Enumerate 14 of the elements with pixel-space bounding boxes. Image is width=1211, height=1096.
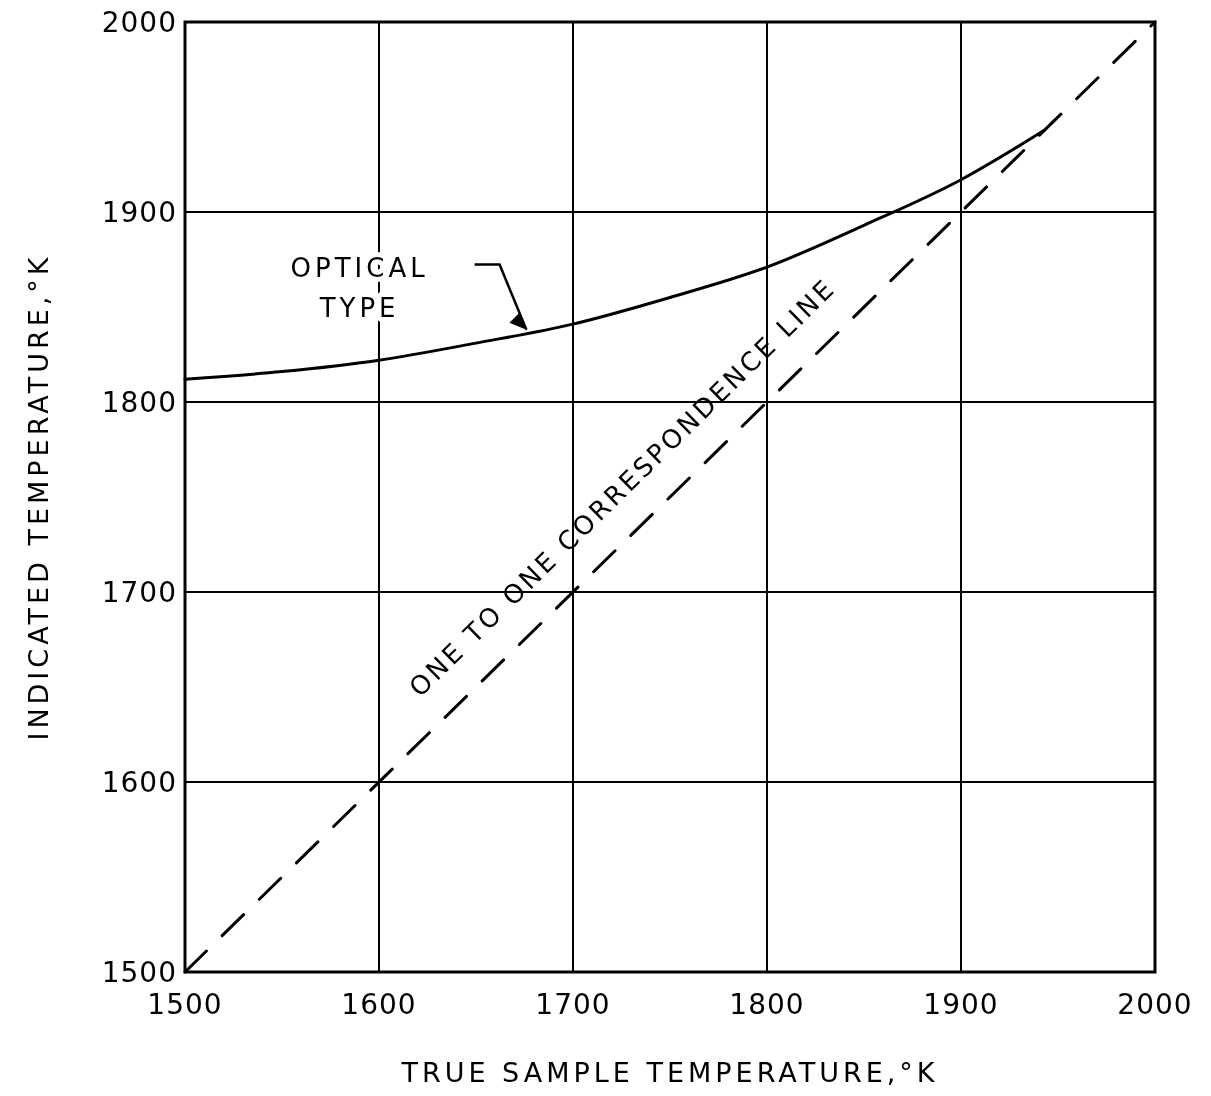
- y-tick-label: 2000: [101, 6, 177, 39]
- x-tick-label: 1900: [923, 988, 999, 1021]
- y-tick-label: 1900: [101, 196, 177, 229]
- y-tick-label: 1500: [101, 956, 177, 989]
- x-tick-label: 1600: [341, 988, 417, 1021]
- x-tick-label: 1500: [147, 988, 223, 1021]
- y-tick-label: 1600: [101, 766, 177, 799]
- y-tick-label: 1800: [101, 386, 177, 419]
- y-tick-label: 1700: [101, 576, 177, 609]
- y-axis-title: INDICATED TEMPERATURE,°K: [23, 253, 54, 741]
- x-axis-title: TRUE SAMPLE TEMPERATURE,°K: [400, 1057, 939, 1088]
- x-tick-label: 2000: [1117, 988, 1193, 1021]
- x-tick-label: 1700: [535, 988, 611, 1021]
- x-tick-label: 1800: [729, 988, 805, 1021]
